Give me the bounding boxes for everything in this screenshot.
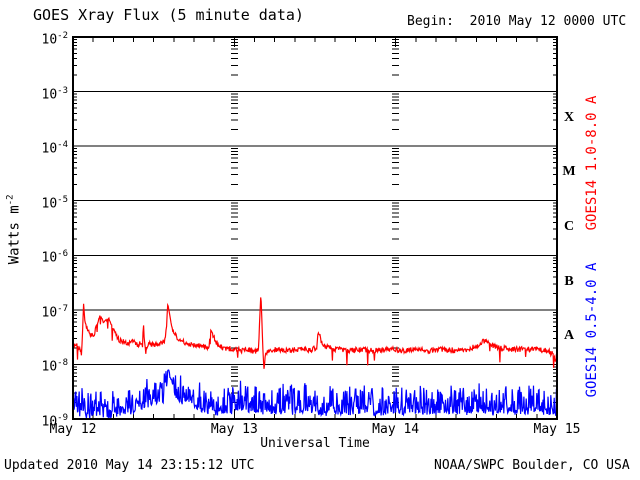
flux-series	[74, 297, 556, 418]
x-axis-title: Universal Time	[260, 436, 370, 451]
short-flux-line	[74, 369, 556, 418]
x-tick-label: May 13	[210, 422, 258, 437]
x-tick-label: May 15	[533, 422, 581, 437]
flare-class-label-x: X	[563, 109, 575, 125]
y-axis-title: Watts m-2	[5, 194, 23, 265]
y-tick-label: 10-5	[41, 194, 69, 212]
page-title: GOES Xray Flux (5 minute data)	[33, 6, 304, 24]
begin-timestamp: Begin: 2010 May 12 0000 UTC	[407, 14, 627, 29]
legend-short-channel: GOES14 0.5-4.0 A	[584, 262, 600, 398]
y-tick-label: 10-7	[41, 303, 69, 321]
y-tick-label: 10-4	[41, 140, 69, 157]
legend-long-channel: GOES14 1.0-8.0 A	[584, 95, 600, 231]
x-tick-label: May 12	[49, 422, 97, 437]
x-tick-label: May 14	[372, 422, 420, 437]
flare-class-label-b: B	[564, 273, 574, 289]
y-tick-label: 10-2	[41, 31, 69, 48]
flare-class-label-a: A	[563, 328, 575, 344]
x-minor-ticks	[92, 37, 538, 419]
long-flux-line	[74, 297, 556, 369]
updated-timestamp: Updated 2010 May 14 23:15:12 UTC	[4, 458, 255, 473]
y-tick-label: 10-9	[41, 413, 69, 430]
day-gridline-dashes	[230, 37, 400, 419]
plot-frame	[72, 36, 558, 420]
source-credit: NOAA/SWPC Boulder, CO USA	[434, 458, 630, 473]
y-tick-label: 10-3	[41, 85, 69, 102]
flare-class-label-m: M	[562, 164, 576, 180]
grid-horizontal-decades	[73, 91, 557, 365]
y-tick-label: 10-8	[41, 358, 69, 375]
y-tick-label: 10-6	[41, 249, 69, 266]
flare-class-label-c: C	[563, 219, 575, 234]
